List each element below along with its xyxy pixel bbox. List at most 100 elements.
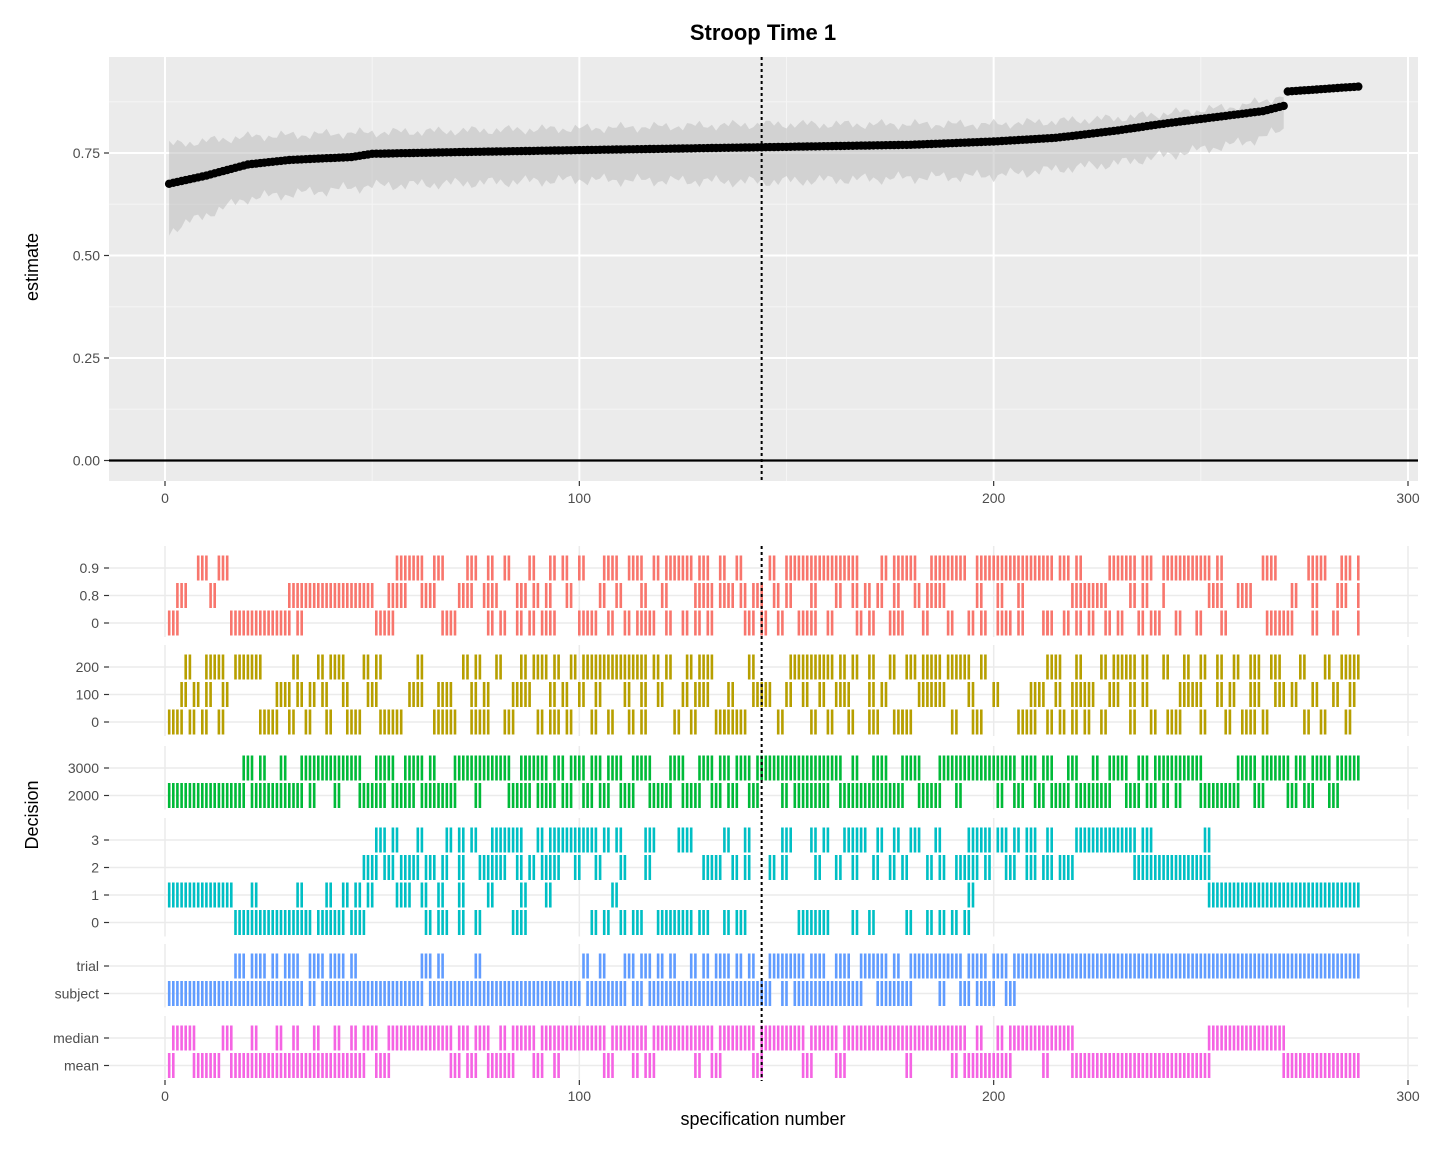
decision-tile <box>656 783 660 808</box>
decision-tile <box>656 1025 660 1051</box>
decision-tile <box>515 1025 519 1051</box>
decision-tile <box>192 1053 196 1078</box>
decision-tile <box>230 882 233 908</box>
decision-tile <box>681 682 685 707</box>
decision-tile <box>536 709 540 735</box>
decision-tile <box>1195 755 1198 781</box>
decision-tile <box>1079 783 1082 808</box>
decision-tile <box>640 709 643 735</box>
decision-tile <box>188 654 192 680</box>
decision-tile <box>1216 682 1219 707</box>
decision-tile <box>652 827 656 853</box>
decision-tile <box>462 827 465 853</box>
decision-tile <box>1046 1025 1049 1051</box>
decision-tile <box>984 827 987 853</box>
decision-tile <box>557 855 560 880</box>
decision-tile <box>437 1025 440 1051</box>
decision-tile <box>880 682 884 707</box>
decision-tile <box>172 1025 175 1051</box>
decision-tile <box>967 953 971 979</box>
decision-tile <box>673 910 676 935</box>
decision-tile <box>420 827 424 853</box>
decision-tile <box>544 981 548 1006</box>
decision-tile <box>180 583 183 608</box>
decision-tile <box>254 610 258 636</box>
decision-tile <box>727 682 730 707</box>
decision-tile <box>1332 1053 1335 1078</box>
decision-tile <box>710 755 714 781</box>
decision-tile <box>312 953 316 979</box>
decision-tile <box>383 827 386 853</box>
decision-tile <box>888 1025 892 1051</box>
decision-tile <box>656 654 660 680</box>
decision-tile <box>1137 610 1140 636</box>
decision-tile <box>797 654 801 680</box>
level-label: subject <box>55 986 99 1002</box>
decision-tile <box>760 1053 763 1078</box>
decision-tile <box>942 682 946 707</box>
decision-tile <box>880 755 884 781</box>
decision-tile <box>731 981 734 1006</box>
decision-tile <box>685 654 689 680</box>
decision-tile <box>884 1025 888 1051</box>
decision-tile <box>275 709 279 735</box>
decision-tile <box>863 827 867 853</box>
decision-tile <box>810 953 813 979</box>
decision-tile <box>1100 783 1103 808</box>
decision-tile <box>354 910 357 935</box>
decision-tile <box>1174 783 1178 808</box>
decision-tile <box>561 555 565 581</box>
decision-tile <box>474 981 478 1006</box>
decision-tile <box>801 610 805 636</box>
decision-tile <box>354 583 357 608</box>
decision-tile <box>188 783 192 808</box>
decision-tile <box>1000 555 1004 581</box>
decision-tile <box>868 682 871 707</box>
decision-tile <box>934 654 937 680</box>
decision-tile <box>428 910 432 935</box>
decision-tile <box>963 1053 966 1078</box>
decision-tile <box>1017 953 1020 979</box>
decision-tile <box>582 783 585 808</box>
decision-tile <box>1241 755 1244 781</box>
decision-tile <box>1203 855 1207 880</box>
decision-tile <box>681 555 685 581</box>
decision-tile <box>598 654 602 680</box>
decision-tile <box>876 755 879 781</box>
decision-tile <box>1174 755 1178 781</box>
decision-tile <box>308 583 312 608</box>
decision-tile <box>971 709 975 735</box>
decision-tile <box>830 555 834 581</box>
decision-tile <box>441 709 444 735</box>
decision-tile <box>905 555 908 581</box>
decision-tile <box>1017 1025 1020 1051</box>
decision-tile <box>996 953 1000 979</box>
decision-tile <box>602 827 606 853</box>
decision-tile <box>1054 1025 1058 1051</box>
decision-tile <box>1100 583 1103 608</box>
decision-tile <box>1216 953 1219 979</box>
decision-tile <box>665 981 668 1006</box>
decision-tile <box>524 783 527 808</box>
decision-tile <box>1162 583 1165 608</box>
decision-tile <box>358 910 362 935</box>
decision-tile <box>486 855 490 880</box>
decision-tile <box>420 882 424 908</box>
decision-tile <box>847 783 850 808</box>
decision-tile <box>478 855 482 880</box>
decision-tile <box>830 610 834 636</box>
decision-tile <box>980 610 983 636</box>
decision-tile <box>743 981 747 1006</box>
decision-tile <box>975 583 979 608</box>
decision-tile <box>872 682 875 707</box>
decision-tile <box>292 783 295 808</box>
decision-tile <box>1245 583 1248 608</box>
decision-tile <box>466 654 469 680</box>
decision-tile <box>180 882 183 908</box>
decision-tile <box>428 783 432 808</box>
decision-tile <box>739 583 743 608</box>
decision-tile <box>913 827 917 853</box>
decision-tile <box>955 654 958 680</box>
decision-tile <box>660 910 664 935</box>
